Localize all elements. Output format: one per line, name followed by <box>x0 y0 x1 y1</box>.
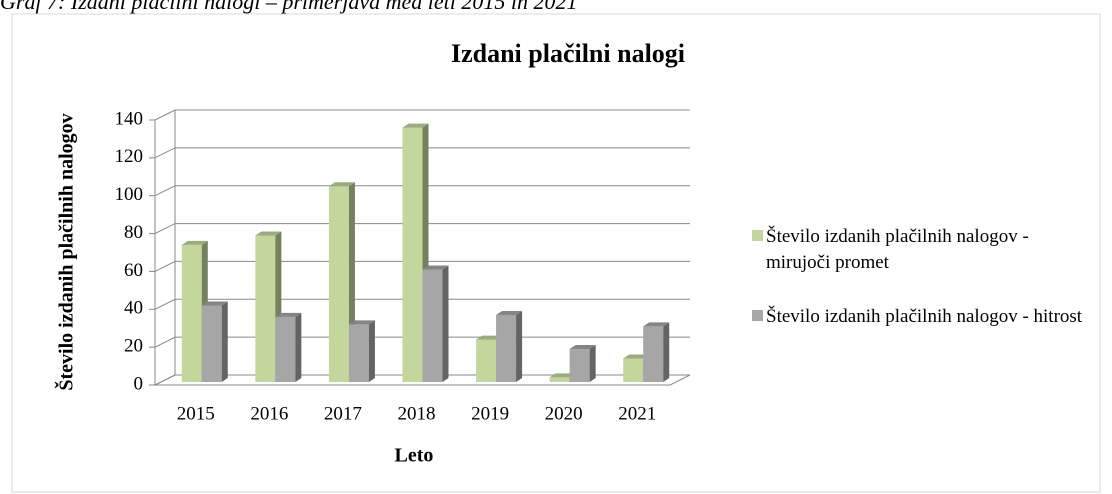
bar-face <box>589 345 596 382</box>
bar-face <box>328 186 349 382</box>
bar <box>496 310 523 382</box>
bar-face <box>275 316 296 382</box>
caption: Graf 7: Izdani plačilni nalogi – primerj… <box>0 0 577 14</box>
bar-face <box>348 324 369 382</box>
y-tick-label: 140 <box>115 108 144 129</box>
y-tick-label: 0 <box>134 373 144 394</box>
bar-face <box>221 301 228 382</box>
bar-face <box>476 335 503 340</box>
x-tick-label: 2015 <box>177 403 215 424</box>
grid-line <box>154 185 690 197</box>
bar <box>275 312 302 382</box>
chart-title: Izdani plačilni nalogi <box>451 39 685 68</box>
bar-face <box>569 345 596 350</box>
bar-face <box>422 269 443 382</box>
grid-line <box>154 109 690 121</box>
bar-face <box>181 240 208 245</box>
y-tick-label: 80 <box>124 222 143 243</box>
bar-face <box>255 235 276 382</box>
bar-face <box>643 322 670 327</box>
y-tick-label: 40 <box>124 298 143 319</box>
x-tick-label: 2021 <box>618 403 656 424</box>
grid-line <box>154 223 690 235</box>
bar-face <box>181 244 202 382</box>
legend-label: Število izdanih plačilnih nalogov - hitr… <box>766 306 1083 327</box>
bar-face <box>549 377 570 382</box>
bar-face <box>643 326 664 382</box>
bar <box>643 322 670 382</box>
bar-face <box>442 265 449 382</box>
bar-face <box>275 312 302 317</box>
bar-face <box>402 127 423 382</box>
y-axis-label: Število izdanih plačilnih nalogov <box>54 113 78 390</box>
x-axis-label: Leto <box>395 445 434 467</box>
bar-face <box>663 322 670 382</box>
x-tick-label: 2017 <box>324 403 362 424</box>
bar <box>422 265 449 382</box>
bar <box>348 320 375 382</box>
bar-face <box>476 339 497 382</box>
legend-swatch <box>752 230 763 241</box>
y-tick-label: 60 <box>124 260 143 281</box>
bar <box>201 301 228 382</box>
y-tick-label: 120 <box>115 146 144 167</box>
legend-label: Število izdanih plačilnih nalogov - miru… <box>766 226 1029 273</box>
x-tick-label: 2019 <box>471 403 509 424</box>
bar-face <box>255 231 282 236</box>
bar-face <box>368 320 375 382</box>
grid-line <box>154 260 690 272</box>
bar-face <box>623 354 650 359</box>
bar-face <box>402 123 429 128</box>
y-tick-label: 100 <box>115 184 144 205</box>
bar-face <box>549 373 576 378</box>
bar-face <box>623 358 644 382</box>
bar-face <box>295 312 302 382</box>
bar <box>569 345 596 382</box>
x-tick-label: 2018 <box>398 403 436 424</box>
bar-face <box>422 265 449 270</box>
bar-face <box>569 349 590 382</box>
bar-face <box>516 310 523 382</box>
bar-face <box>328 182 355 187</box>
x-tick-label: 2020 <box>545 403 583 424</box>
y-tick-label: 20 <box>124 336 143 357</box>
bar-face <box>201 305 222 382</box>
bar-face <box>348 320 375 325</box>
legend-item: Število izdanih plačilnih nalogov - miru… <box>752 224 1102 276</box>
bar-face <box>496 310 523 315</box>
legend-swatch <box>752 310 763 321</box>
legend-item: Število izdanih plačilnih nalogov - hitr… <box>752 304 1102 330</box>
grid-line <box>154 298 690 310</box>
x-tick-label: 2016 <box>250 403 288 424</box>
bar-face <box>496 314 517 382</box>
bar-face <box>201 301 228 306</box>
grid-line <box>154 147 690 159</box>
